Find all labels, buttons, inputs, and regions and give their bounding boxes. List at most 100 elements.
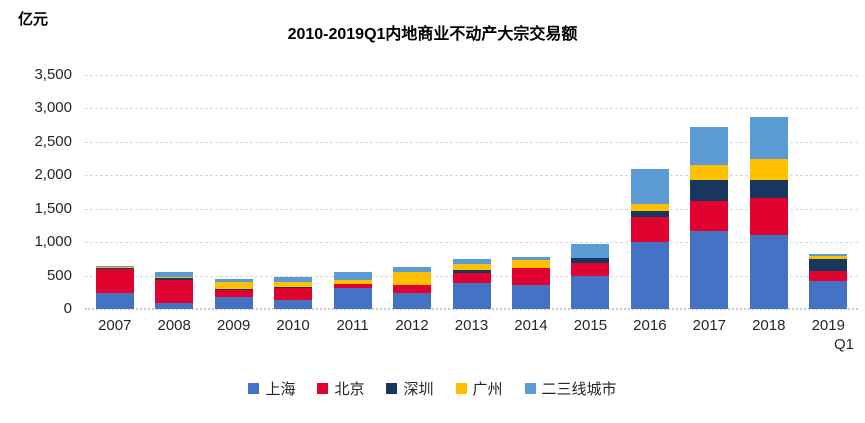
y-axis-unit-label: 亿元 xyxy=(18,11,49,28)
bar-segment xyxy=(571,275,610,309)
bar-segment xyxy=(155,272,194,277)
bar-segment xyxy=(155,278,194,281)
legend-swatch xyxy=(524,383,536,394)
bar-segment xyxy=(393,266,432,272)
legend-item: 广州 xyxy=(455,378,503,399)
bar-segment xyxy=(452,270,491,274)
bar-segment xyxy=(333,284,372,288)
bar-2011 xyxy=(333,272,372,309)
bar-segment xyxy=(571,262,610,276)
bar-segment xyxy=(95,268,134,293)
bar-segment xyxy=(393,271,432,285)
bar-2009 xyxy=(214,278,253,309)
bar-segment xyxy=(511,260,550,268)
bar-segment xyxy=(95,266,134,268)
bar-segment xyxy=(214,282,253,290)
legend-swatch xyxy=(317,383,329,394)
bar-segment xyxy=(690,180,729,201)
legend-swatch xyxy=(455,383,467,394)
bar-segment xyxy=(511,256,550,261)
bar-segment xyxy=(690,126,729,165)
bar-segment xyxy=(274,276,313,282)
bar-segment xyxy=(155,276,194,279)
bar-segment xyxy=(214,289,253,298)
bar-segment xyxy=(95,267,134,269)
x-axis-line xyxy=(85,308,858,310)
bar-segment xyxy=(511,267,550,269)
gridline xyxy=(85,242,858,244)
bar-2018 xyxy=(749,117,788,309)
legend-swatch xyxy=(386,383,398,394)
gridline xyxy=(85,208,858,210)
legend-item: 上海 xyxy=(248,378,295,399)
y-axis-tick-label: 500 xyxy=(46,266,72,284)
legend-label: 二三线城市 xyxy=(541,381,617,398)
x-axis-label: 2010 xyxy=(276,317,310,334)
x-axis-label: 2013 xyxy=(454,317,489,334)
bar-segment xyxy=(155,302,194,309)
bar-segment xyxy=(749,234,788,309)
bar-segment xyxy=(749,117,788,160)
bar-segment xyxy=(511,285,550,309)
y-axis-tick-label: 3,000 xyxy=(34,99,72,117)
legend-label: 北京 xyxy=(334,381,365,398)
bar-segment xyxy=(333,287,372,309)
bar-segment xyxy=(393,293,432,309)
x-axis-label: 2011 xyxy=(336,317,369,334)
plot-area xyxy=(85,75,858,310)
bar-segment xyxy=(749,159,788,180)
bar-segment xyxy=(630,204,669,211)
bar-2013 xyxy=(452,258,491,309)
x-axis-label: 2012 xyxy=(395,317,429,334)
bar-segment xyxy=(95,292,134,309)
bar-2016 xyxy=(630,168,669,309)
bar-segment xyxy=(274,299,313,309)
y-axis-tick-label: 3,500 xyxy=(34,66,72,83)
x-axis-label: 2016 xyxy=(633,317,667,334)
bar-segment xyxy=(809,256,848,260)
bar-segment xyxy=(690,164,729,180)
bar-2019-Q1 xyxy=(809,254,848,309)
chart-title: 2010-2019Q1内地商业不动产大宗交易额 xyxy=(287,26,578,43)
bar-segment xyxy=(155,280,194,303)
legend-item: 北京 xyxy=(317,378,364,399)
bar-2008 xyxy=(155,272,194,309)
legend-swatch xyxy=(248,383,260,394)
legend-label: 深圳 xyxy=(403,381,434,398)
bar-segment xyxy=(333,272,372,280)
gridline xyxy=(85,175,858,177)
bar-segment xyxy=(214,297,253,309)
bar-2014 xyxy=(511,256,550,309)
y-axis-tick-label: 2,000 xyxy=(34,166,72,184)
bar-segment xyxy=(333,279,372,284)
legend-label: 广州 xyxy=(472,381,503,398)
bar-2010 xyxy=(274,276,313,309)
bar-segment xyxy=(452,273,491,283)
bar-segment xyxy=(452,282,491,309)
bar-2012 xyxy=(393,266,432,309)
x-axis-label: 2019 Q1 xyxy=(811,317,854,353)
bar-segment xyxy=(571,244,610,259)
bar-segment xyxy=(452,258,491,264)
y-axis-tick-label: 1,500 xyxy=(34,199,72,217)
bar-segment xyxy=(511,268,550,286)
bar-segment xyxy=(630,210,669,217)
x-axis-label: 2017 xyxy=(692,317,727,334)
legend-label: 上海 xyxy=(265,381,296,398)
bar-segment xyxy=(571,258,610,263)
bar-2017 xyxy=(690,126,729,309)
x-axis-label: 2007 xyxy=(98,317,132,334)
bar-segment xyxy=(749,179,788,199)
bar-segment xyxy=(630,168,669,205)
bar-2015 xyxy=(571,244,610,309)
y-axis-tick-label: 0 xyxy=(63,300,72,317)
y-axis-tick-label: 2,500 xyxy=(34,132,72,150)
bar-segment xyxy=(809,254,848,257)
gridline xyxy=(85,108,858,110)
bar-segment xyxy=(452,263,491,271)
bar-segment xyxy=(749,198,788,235)
x-axis-label: 2014 xyxy=(514,317,548,334)
bar-2007 xyxy=(95,265,134,309)
y-axis-tick-label: 1,000 xyxy=(34,233,72,251)
